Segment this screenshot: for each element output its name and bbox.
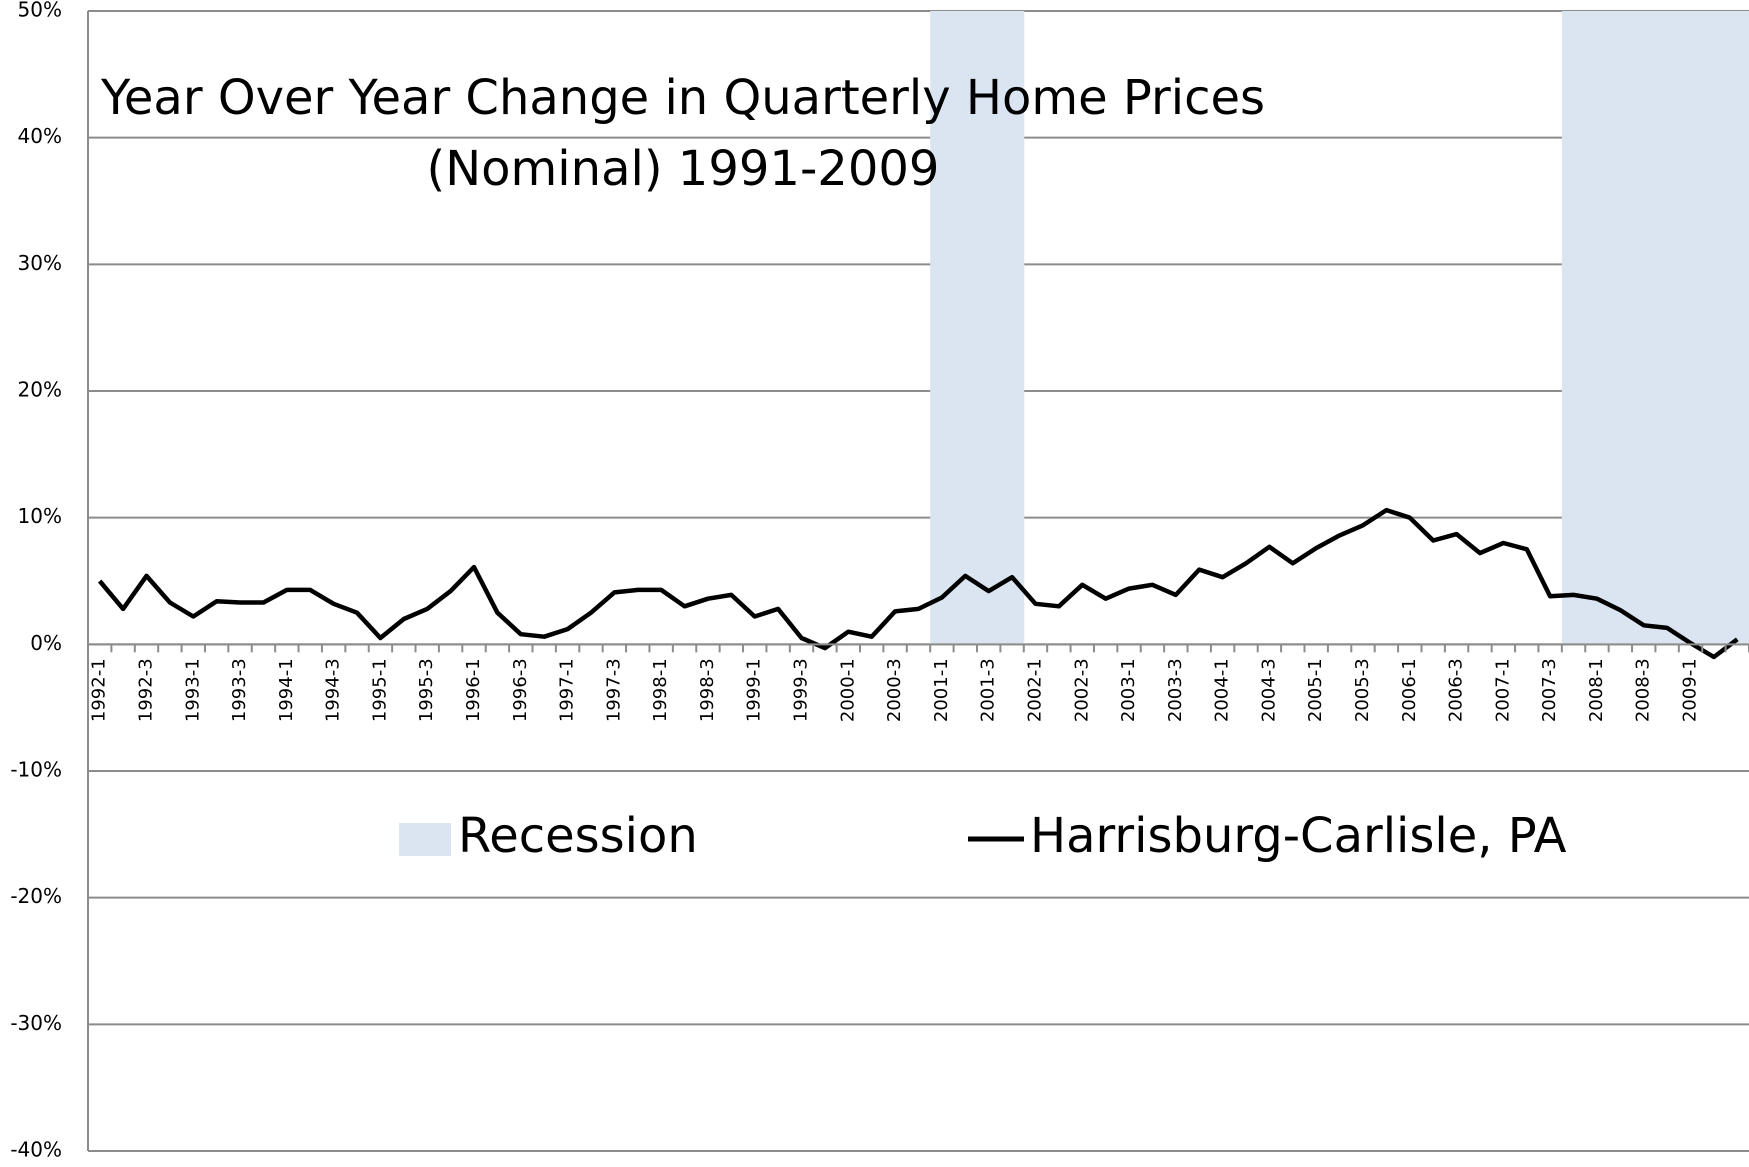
x-tick-label: 1999-1	[744, 658, 765, 722]
recession-bar	[1702, 11, 1727, 645]
recession-bar	[1678, 11, 1703, 645]
legend-label: Harrisburg-Carlisle, PA	[1030, 808, 1567, 864]
x-tick-label: 2007-1	[1492, 658, 1513, 722]
x-tick-label: 2005-1	[1305, 658, 1326, 722]
x-tick-label: 2003-1	[1118, 658, 1139, 722]
recession-bar	[1585, 11, 1610, 645]
x-tick-label: 2004-1	[1212, 658, 1233, 722]
x-tick-label: 2009-1	[1680, 658, 1701, 722]
y-tick-label: 20%	[18, 378, 62, 402]
y-tick-label: -40%	[10, 1138, 62, 1162]
x-tick-label: 1996-1	[463, 658, 484, 722]
y-tick-label: -30%	[10, 1011, 62, 1035]
chart-title: (Nominal) 1991-2009	[427, 141, 940, 197]
recession-bar	[1608, 11, 1633, 645]
x-tick-label: 2003-3	[1165, 658, 1186, 722]
recession-bar	[1000, 11, 1025, 645]
x-tick-label: 2006-1	[1399, 658, 1420, 722]
y-tick-label: 50%	[18, 0, 62, 22]
recession-bar	[1632, 11, 1656, 645]
recession-bar	[930, 11, 955, 645]
y-tick-label: 10%	[18, 504, 62, 528]
y-tick-label: -20%	[10, 884, 62, 908]
recession-bar	[1655, 11, 1680, 645]
y-tick-label: -10%	[10, 758, 62, 782]
legend-label: Recession	[458, 808, 698, 864]
x-tick-label: 2000-1	[837, 658, 858, 722]
chart-title: Year Over Year Change in Quarterly Home …	[100, 70, 1265, 126]
x-tick-label: 2000-3	[884, 658, 905, 722]
recession-bar	[1561, 11, 1586, 645]
x-tick-label: 1998-3	[697, 658, 718, 722]
y-tick-label: 0%	[30, 631, 62, 655]
price-line	[97, 507, 1739, 660]
x-tick-label: 1992-1	[89, 658, 110, 722]
x-tick-label: 2002-3	[1071, 658, 1092, 722]
x-tick-label: 2001-1	[931, 658, 952, 722]
x-tick-label: 1999-3	[791, 658, 812, 722]
y-tick-label: 40%	[18, 124, 62, 148]
y-tick-label: 30%	[18, 251, 62, 275]
x-tick-label: 1997-3	[603, 658, 624, 722]
legend-swatch	[399, 823, 451, 856]
x-tick-label: 1996-3	[510, 658, 531, 722]
x-tick-label: 2002-1	[1024, 658, 1045, 722]
recession-bar	[976, 11, 1001, 645]
x-tick-label: 1992-3	[135, 658, 156, 722]
x-tick-label: 1995-3	[416, 658, 437, 722]
x-tick-label: 2001-3	[978, 658, 999, 722]
x-tick-label: 1993-3	[229, 658, 250, 722]
x-tick-label: 1995-1	[369, 658, 390, 722]
x-tick-label: 1998-1	[650, 658, 671, 722]
x-tick-label: 2006-3	[1446, 658, 1467, 722]
recession-bar	[1725, 11, 1749, 645]
x-tick-label: 2008-1	[1586, 658, 1607, 722]
x-tick-label: 2004-3	[1258, 658, 1279, 722]
x-tick-label: 1993-1	[182, 658, 203, 722]
x-tick-label: 1994-1	[276, 658, 297, 722]
x-tick-label: 2008-3	[1633, 658, 1654, 722]
x-tick-label: 1997-1	[557, 658, 578, 722]
x-tick-label: 2007-3	[1539, 658, 1560, 722]
x-tick-label: 1994-3	[323, 658, 344, 722]
x-tick-label: 2005-3	[1352, 658, 1373, 722]
recession-bar	[953, 11, 978, 645]
